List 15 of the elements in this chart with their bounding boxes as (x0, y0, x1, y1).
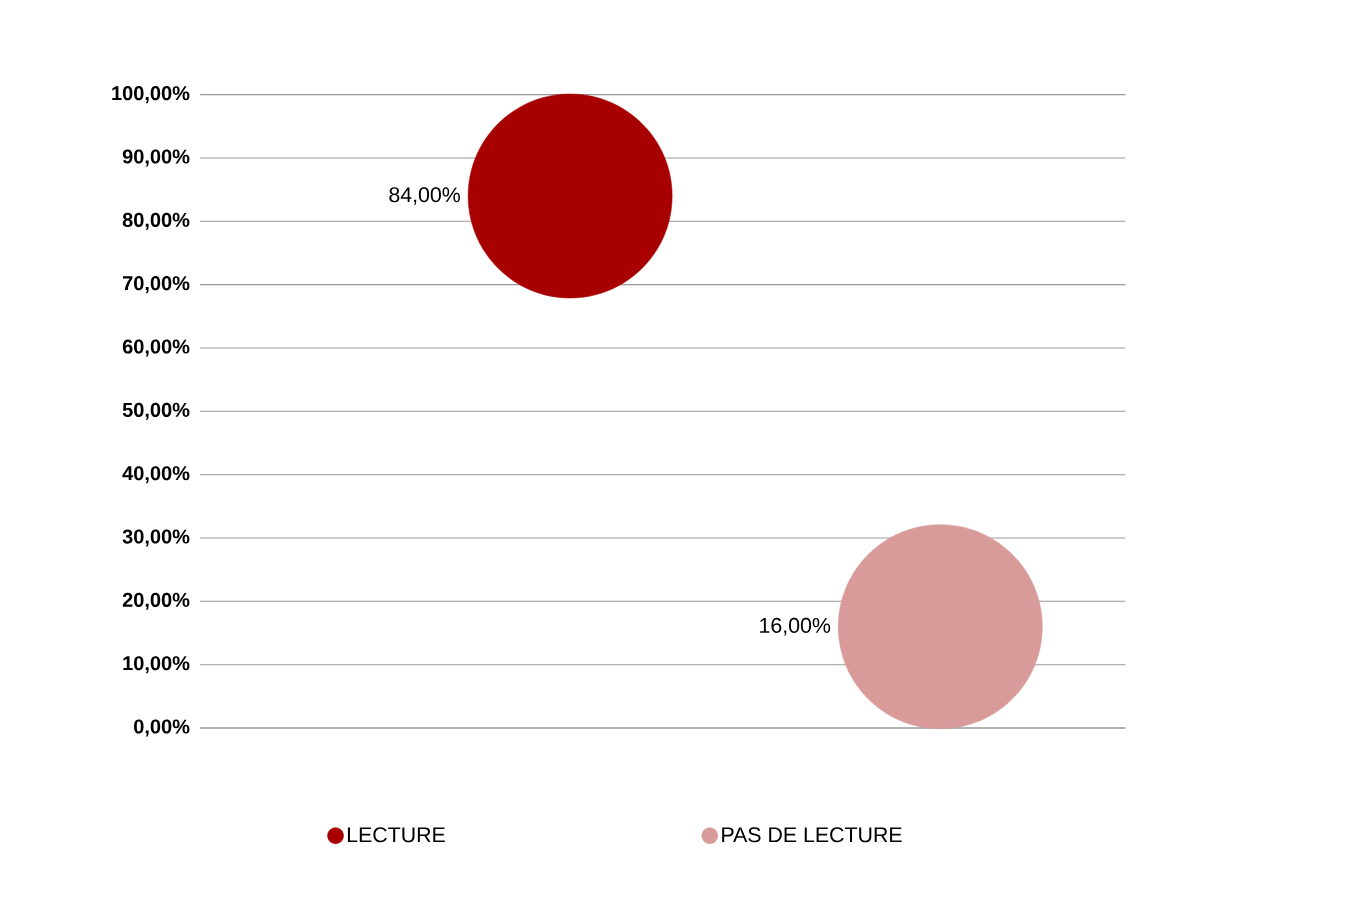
y-tick-label: 50,00% (122, 402, 190, 420)
y-tick-label: 80,00% (122, 212, 190, 230)
y-tick-label: 90,00% (122, 149, 190, 167)
y-tick-label: 100,00% (112, 86, 190, 104)
data-label: 16,00% (760, 617, 831, 636)
legend-label: PAS DE LECTURE (722, 827, 902, 843)
legend-label: LECTURE (347, 827, 445, 843)
y-tick-label: 0,00% (134, 719, 190, 737)
y-tick-label: 20,00% (122, 592, 190, 610)
y-tick-label: 10,00% (123, 656, 190, 674)
y-tick-label: 30,00% (122, 529, 190, 547)
data-label: 84,00% (389, 187, 460, 205)
y-tick-label: 40,00% (122, 466, 190, 484)
y-tick-label: 70,00% (122, 276, 190, 294)
y-tick-label: 60,00% (122, 339, 190, 357)
